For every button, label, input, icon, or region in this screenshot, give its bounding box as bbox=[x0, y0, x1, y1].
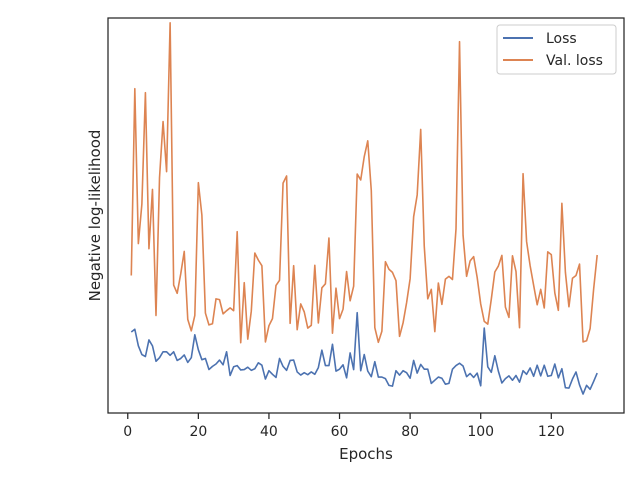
plot-background bbox=[108, 18, 624, 413]
legend-label-val-loss: Val. loss bbox=[546, 53, 603, 69]
plot-frame bbox=[107, 17, 625, 414]
x-tick-label: 0 bbox=[123, 424, 132, 440]
series-layer bbox=[130, 21, 598, 395]
x-axis-label: Epochs bbox=[339, 445, 393, 463]
y-axis-label: Negative log-likelihood bbox=[86, 130, 104, 302]
series-line-loss bbox=[130, 311, 598, 395]
legend: Loss Val. loss bbox=[496, 24, 617, 75]
x-axis: 0 20 40 60 80 100 120 bbox=[123, 413, 565, 440]
x-tick-label: 60 bbox=[331, 424, 349, 440]
x-tick-label: 120 bbox=[538, 424, 565, 440]
x-tick-label: 20 bbox=[189, 424, 207, 440]
x-tick-label: 40 bbox=[260, 424, 278, 440]
x-tick-label: 80 bbox=[401, 424, 419, 440]
series-line-val-loss bbox=[130, 21, 598, 344]
x-tick-label: 100 bbox=[467, 424, 494, 440]
legend-label-loss: Loss bbox=[546, 31, 577, 47]
